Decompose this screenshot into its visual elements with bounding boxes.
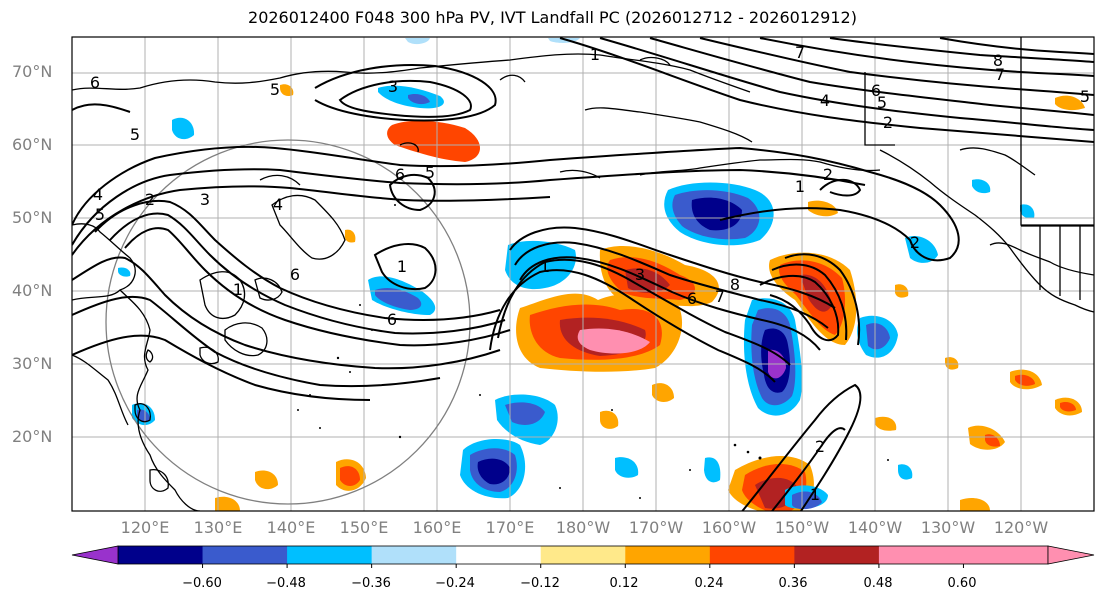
contour-label: 3	[635, 265, 645, 284]
contour-label: 2	[145, 190, 155, 209]
lat-label: 60°N	[12, 135, 53, 154]
colorbar-segment	[625, 546, 711, 564]
contour-label: 6	[387, 310, 397, 329]
colorbar-right-extension	[1047, 545, 1095, 565]
contour-label: 1	[810, 485, 820, 504]
contour-label: 1	[540, 257, 550, 276]
colorbar-segment	[456, 546, 542, 564]
lon-label: 150°E	[339, 518, 389, 537]
lon-label: 170°W	[628, 518, 684, 537]
contour-label: 5	[1080, 87, 1090, 106]
contour-label: 2	[815, 437, 825, 456]
contour-label: 2	[883, 113, 893, 132]
lat-label: 20°N	[12, 427, 53, 446]
contour-labels: 6 5 4 5 3 2 1 6 5 4 3 1 6 5 1 7 4 6 5 2 …	[90, 43, 1090, 504]
colorbar-tick-label: −0.36	[351, 576, 391, 591]
colorbar-tick-label: 0.60	[947, 576, 977, 591]
colorbar-segment	[202, 546, 288, 564]
contour-label: 6	[290, 265, 300, 284]
contour-label: 5	[95, 205, 105, 224]
contour-label: 1	[397, 257, 407, 276]
colorbar-tick-label: 0.24	[694, 576, 724, 591]
contour-label: 8	[730, 275, 740, 294]
contour-label: 6	[395, 165, 405, 184]
lat-label: 70°N	[12, 62, 53, 81]
lon-label: 170°E	[485, 518, 535, 537]
contour-label: 7	[795, 43, 805, 62]
landfall-region-circle	[105, 139, 471, 505]
colorbar-tick-label: −0.12	[520, 576, 560, 591]
contour-label: 4	[273, 195, 283, 214]
lat-label: 30°N	[12, 354, 53, 373]
colorbar-left-extension	[71, 545, 119, 565]
contour-label: 2	[823, 165, 833, 184]
colorbar-segment	[371, 546, 457, 564]
colorbar-segment	[963, 546, 1049, 564]
contour-label: 5	[877, 93, 887, 112]
lon-label: 120°W	[993, 518, 1049, 537]
contour-label: 6	[687, 289, 697, 308]
colorbar-tick-label: −0.48	[266, 576, 306, 591]
contour-label: 7	[995, 65, 1005, 84]
lon-label: 180°W	[555, 518, 611, 537]
colorbar	[71, 545, 1095, 568]
contour-label: 8	[993, 51, 1003, 70]
lon-label: 140°W	[847, 518, 903, 537]
lon-label: 140°E	[266, 518, 316, 537]
contour-label: 1	[590, 45, 600, 64]
contour-label: 1	[233, 280, 243, 299]
lon-label: 150°W	[774, 518, 830, 537]
contour-label: 4	[820, 91, 830, 110]
colorbar-segment	[118, 546, 204, 564]
colorbar-tick-label: −0.24	[435, 576, 475, 591]
lat-label: 40°N	[12, 281, 53, 300]
lon-label: 160°W	[701, 518, 757, 537]
colorbar-segment	[794, 546, 880, 564]
contour-label: 3	[200, 190, 210, 209]
contour-label: 3	[388, 77, 398, 96]
lon-label: 160°E	[412, 518, 462, 537]
colorbar-tick-label: 0.12	[609, 576, 639, 591]
lon-label: 120°E	[120, 518, 170, 537]
lon-label: 130°E	[193, 518, 243, 537]
map-title: 2026012400 F048 300 hPa PV, IVT Landfall…	[248, 8, 857, 27]
contour-label: 6	[90, 73, 100, 92]
contour-label: 5	[270, 80, 280, 99]
lat-label: 50°N	[12, 208, 53, 227]
contour-label: 4	[93, 185, 103, 204]
contour-label: 2	[910, 233, 920, 252]
lon-label: 130°W	[920, 518, 976, 537]
colorbar-tick-label: 0.36	[778, 576, 808, 591]
colorbar-segment	[878, 546, 964, 564]
contour-label: 7	[715, 287, 725, 306]
map-frame	[71, 36, 1095, 512]
colorbar-segment	[540, 546, 626, 564]
colorbar-tick-label: −0.60	[182, 576, 222, 591]
contour-label: 1	[795, 177, 805, 196]
pv-contours	[72, 37, 1094, 511]
colorbar-segment	[287, 546, 373, 564]
colorbar-tick-label: 0.48	[863, 576, 893, 591]
colorbar-segment	[709, 546, 795, 564]
contour-label: 6	[871, 81, 881, 100]
contour-label: 5	[425, 163, 435, 182]
contour-label: 5	[130, 125, 140, 144]
